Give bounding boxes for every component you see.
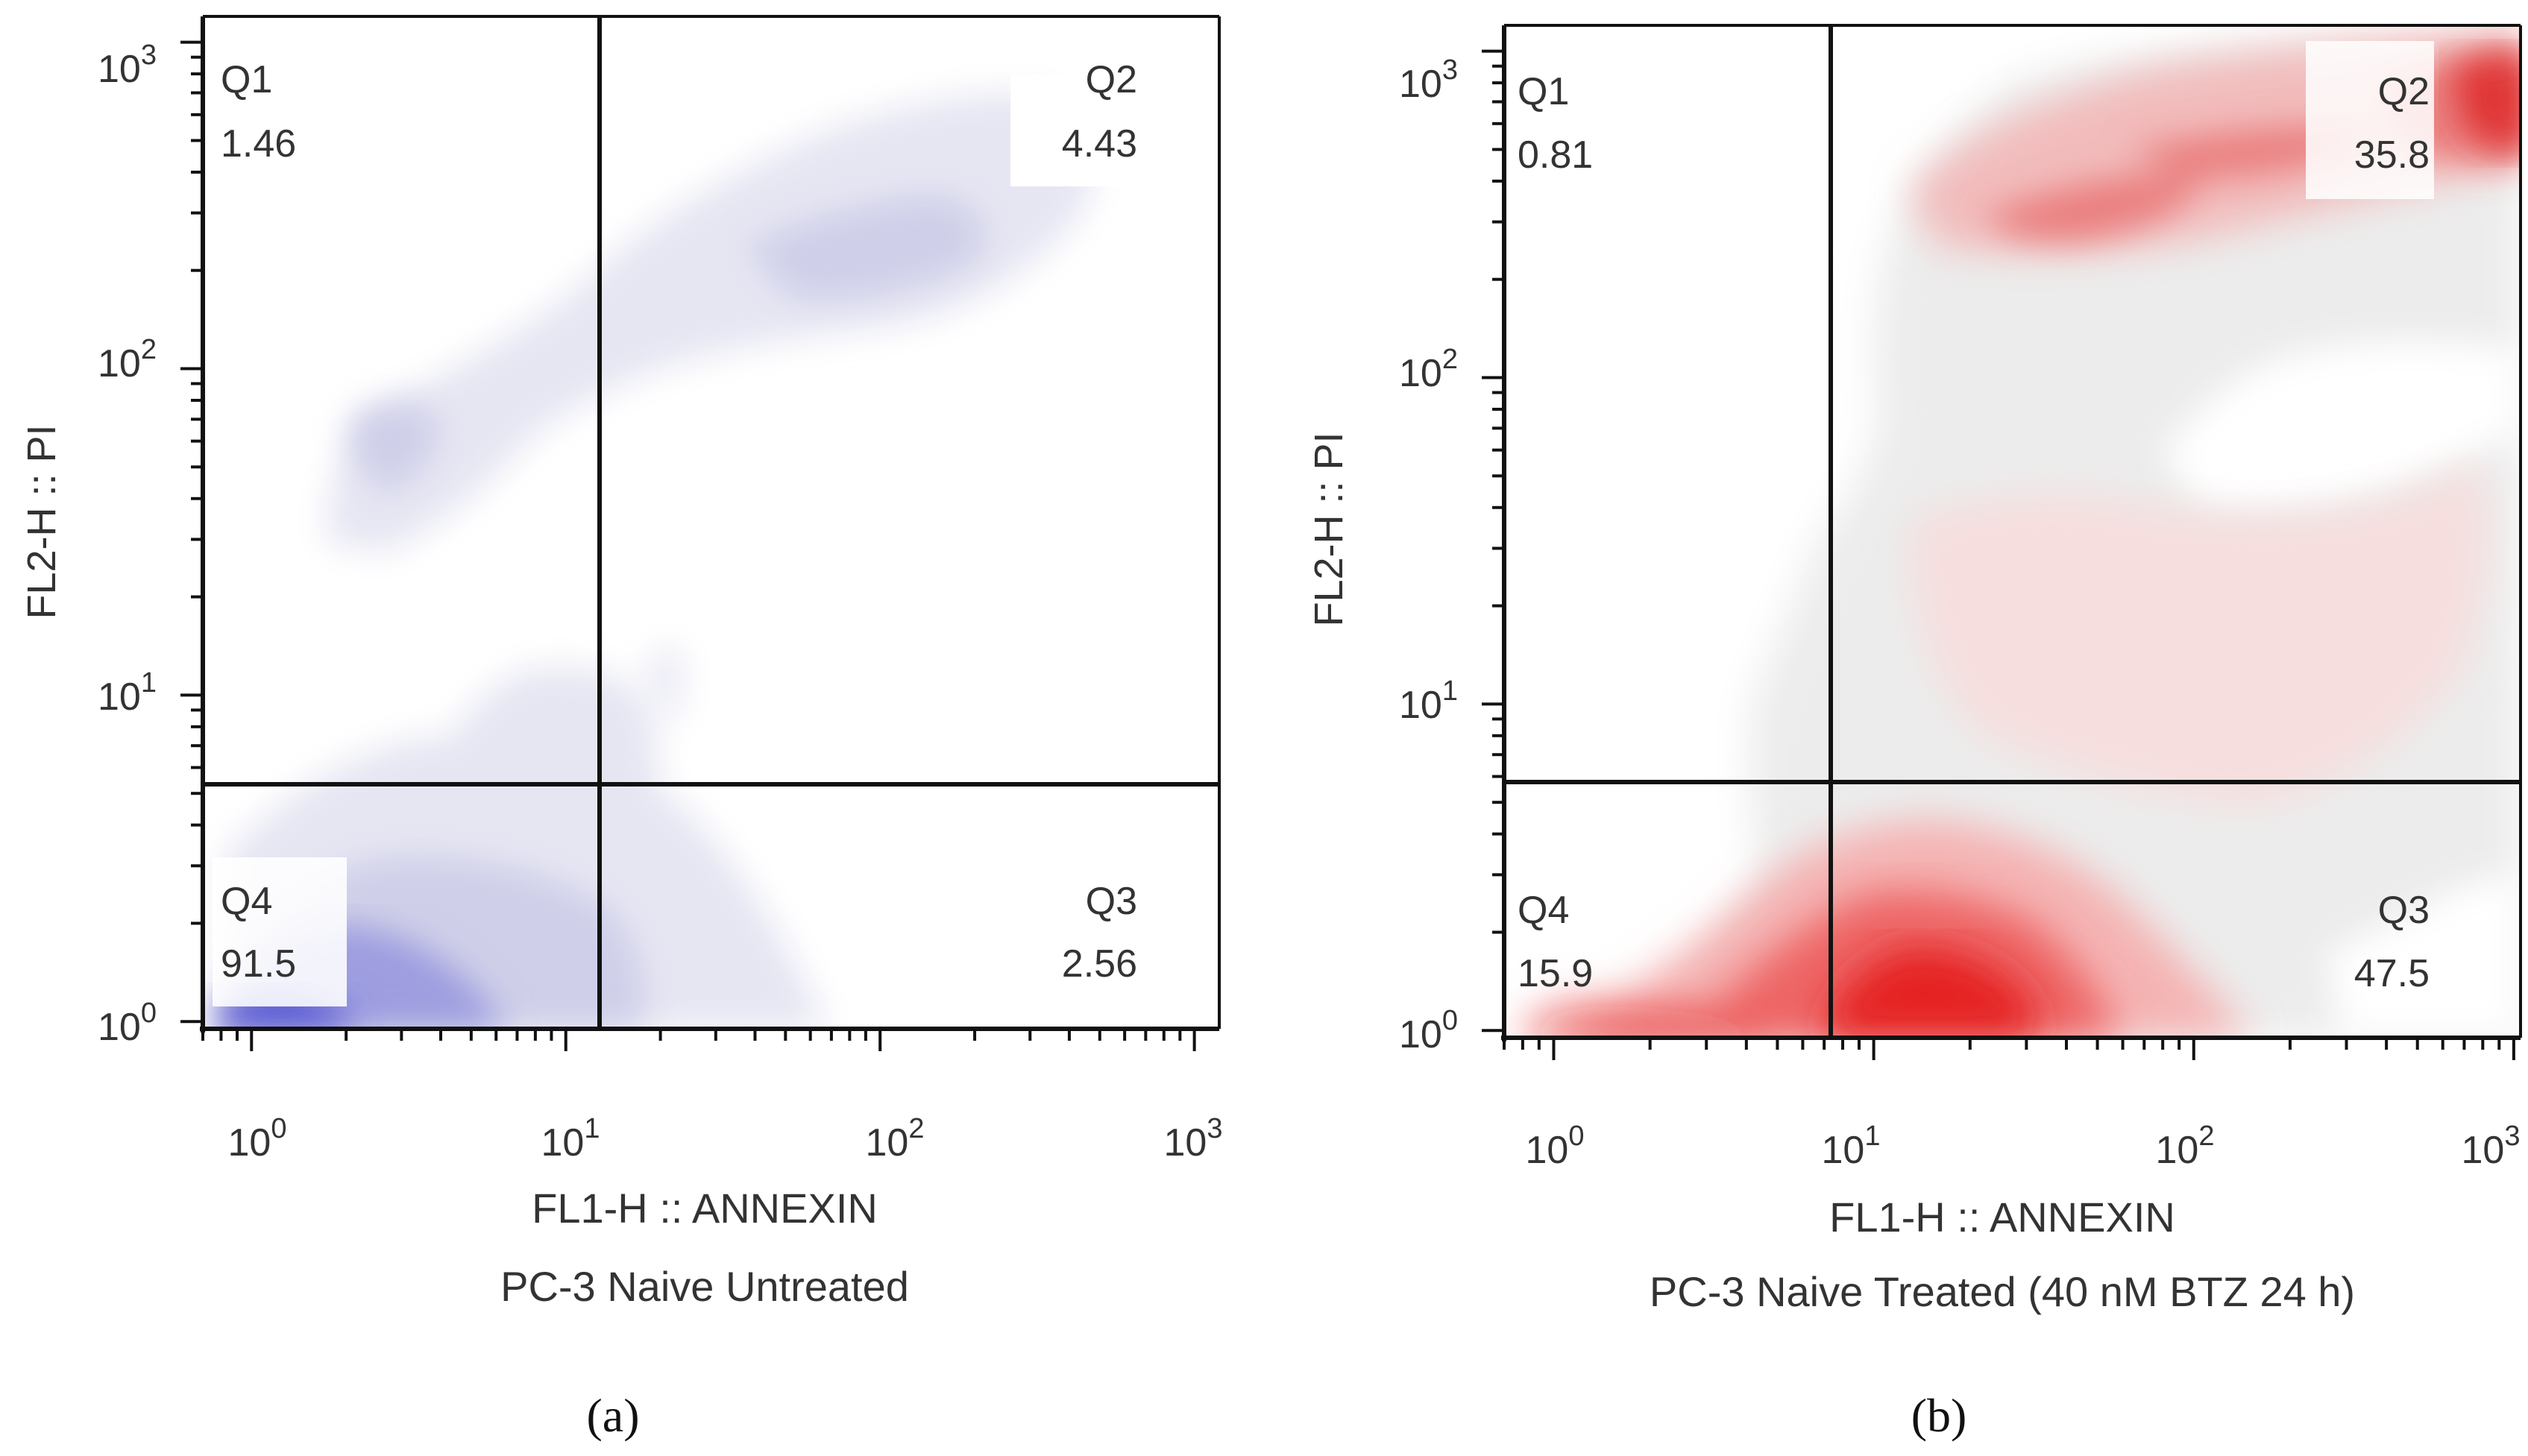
x-tick-label: 102 (2156, 1121, 2215, 1172)
y-tick-label: 100 (98, 998, 157, 1049)
tick-marks-b (1482, 49, 2515, 1060)
quadrant-percent: 0.81 (1518, 133, 1593, 177)
y-axis-label-a: FL2-H :: PI (19, 424, 64, 619)
quadrant-label-q1-a: Q1 1.46 (221, 58, 296, 166)
x-tick-labels-b: 100 101 102 103 (1526, 1121, 2521, 1172)
quadrant-gates-a (203, 16, 1219, 1029)
y-tick-label: 103 (98, 40, 157, 91)
quadrant-label-q4-b: Q4 15.9 (1518, 889, 1593, 995)
x-tick-label: 101 (541, 1113, 600, 1165)
y-tick-labels-a: 103 102 101 100 (98, 40, 157, 1049)
panel-title-b: PC-3 Naive Treated (40 nM BTZ 24 h) (1650, 1268, 2355, 1315)
panel-a: Q1 1.46 Q2 4.43 Q3 2.56 Q4 91.5 103 102 … (19, 15, 1223, 1442)
quadrant-name: Q2 (1086, 58, 1137, 101)
y-tick-labels-b: 103 102 101 100 (1399, 54, 1458, 1056)
x-tick-label: 101 (1822, 1121, 1881, 1172)
x-tick-label: 102 (866, 1113, 925, 1165)
x-tick-label: 103 (2462, 1121, 2521, 1172)
quadrant-label-q2-b: Q2 35.8 (2306, 41, 2434, 199)
tick-marks-a (180, 40, 1196, 1051)
panel-title-a: PC-3 Naive Untreated (500, 1263, 909, 1310)
quadrant-label-q4-a: Q4 91.5 (213, 857, 347, 1006)
x-tick-label: 100 (228, 1113, 287, 1165)
y-tick-label: 103 (1399, 54, 1458, 106)
y-axis-label-b: FL2-H :: PI (1307, 432, 1351, 626)
quadrant-label-q2-a: Q2 4.43 (1010, 58, 1137, 186)
y-tick-label: 101 (1399, 675, 1458, 727)
quadrant-percent: 4.43 (1062, 122, 1137, 166)
quadrant-label-q3-a: Q3 2.56 (1062, 880, 1137, 986)
x-axis-label-a: FL1-H :: ANNEXIN (532, 1185, 878, 1232)
quadrant-percent: 47.5 (2354, 952, 2430, 995)
quadrant-percent: 91.5 (221, 942, 296, 986)
quadrant-percent: 1.46 (221, 122, 296, 166)
y-tick-label: 102 (1399, 344, 1458, 395)
x-tick-label: 100 (1526, 1121, 1585, 1172)
panel-b: Q1 0.81 Q2 35.8 Q3 47.5 Q4 15.9 103 102 … (1307, 24, 2522, 1442)
quadrant-percent: 2.56 (1062, 942, 1137, 986)
y-tick-label: 102 (98, 334, 157, 385)
y-tick-label: 100 (1399, 1005, 1458, 1056)
plot-frame-a (200, 15, 1221, 1033)
quadrant-percent: 35.8 (2354, 133, 2430, 177)
quadrant-name: Q2 (2378, 70, 2430, 113)
x-tick-labels-a: 100 101 102 103 (228, 1113, 1223, 1165)
x-tick-label: 103 (1164, 1113, 1223, 1165)
quadrant-gates-b (1504, 25, 2521, 1038)
y-tick-label: 101 (98, 667, 157, 719)
quadrant-name: Q1 (1518, 70, 1569, 113)
quadrant-name: Q1 (221, 58, 272, 101)
panel-label-a: (a) (586, 1389, 639, 1442)
quadrant-name: Q4 (1518, 889, 1569, 932)
quadrant-label-q3-b: Q3 47.5 (2354, 889, 2430, 995)
plot-frame-b (1501, 24, 2522, 1041)
quadrant-name: Q4 (221, 880, 272, 923)
quadrant-name: Q3 (2378, 889, 2430, 932)
panel-label-b: (b) (1911, 1389, 1967, 1442)
density-contours-a (216, 93, 1093, 1029)
x-axis-label-b: FL1-H :: ANNEXIN (1829, 1194, 2175, 1241)
quadrant-label-q1-b: Q1 0.81 (1518, 70, 1593, 177)
quadrant-name: Q3 (1086, 880, 1137, 923)
quadrant-percent: 15.9 (1518, 952, 1593, 995)
